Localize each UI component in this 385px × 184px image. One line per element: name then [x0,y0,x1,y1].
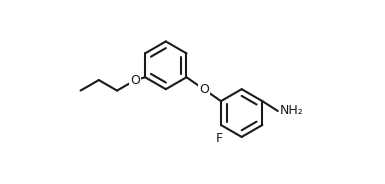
Text: F: F [216,132,223,145]
Text: O: O [131,74,140,86]
Text: NH₂: NH₂ [280,105,303,117]
Text: O: O [199,83,209,96]
